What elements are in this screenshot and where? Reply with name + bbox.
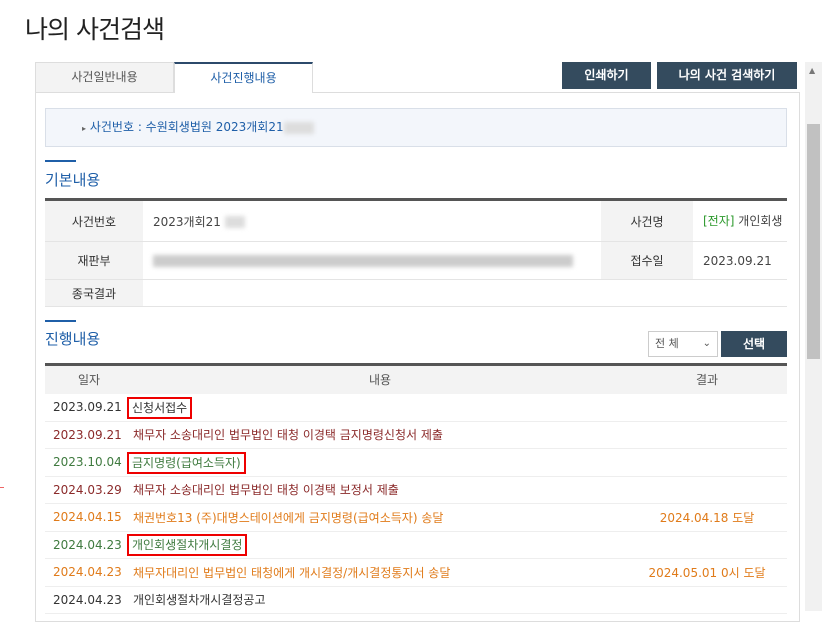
result-label: 종국결과 xyxy=(45,279,143,307)
col-content: 내용 xyxy=(133,364,627,394)
table-row: 2023.10.04 금지명령(급여소득자) xyxy=(45,448,787,477)
scrollbar[interactable]: ▲ xyxy=(805,62,822,611)
row-date: 2024.03.29 xyxy=(45,476,133,504)
table-row: 2024.03.29 채무자 소송대리인 법무법인 태청 이경택 보정서 제출 xyxy=(45,476,787,504)
case-name-value: [전자] 개인회생 xyxy=(693,199,787,242)
row-content-text: 채무자 소송대리인 법무법인 태청 이경택 금지명령신청서 제출 xyxy=(133,428,443,443)
row-date: 2024.04.15 xyxy=(45,503,133,532)
row-content-text: 채권번호13 (주)대명스테이션에게 금지명령(급여소득자) 송달 xyxy=(133,510,444,525)
edge-mark xyxy=(0,487,4,488)
tab-case-progress[interactable]: 사건진행내용 xyxy=(174,62,313,93)
row-content-text: 신청서접수 xyxy=(126,396,193,419)
row-content-text: 금지명령(급여소득자) xyxy=(127,451,246,474)
result-value xyxy=(143,279,787,307)
row-result xyxy=(627,393,787,422)
case-no-value: 2023개회21 xyxy=(153,214,221,229)
section-divider xyxy=(45,320,76,322)
filter-select[interactable]: 전 체 ⌄ xyxy=(648,331,718,357)
received-label: 접수일 xyxy=(601,241,693,280)
case-number-banner: ▸ 사건번호 : 수원회생법원 2023개회21 xyxy=(45,108,787,147)
basic-info-table: 사건번호 2023개회21 사건명 [전자] 개인회생 재판부 접수일 2023… xyxy=(45,198,787,307)
table-row: 2023.09.21 신청서접수 xyxy=(45,393,787,422)
row-result: 2024.05.01 0시 도달 xyxy=(627,558,787,587)
filter-value: 전 체 xyxy=(655,337,679,350)
table-row: 2024.04.23 개인회생절차개시결정공고 xyxy=(45,586,787,614)
row-result xyxy=(627,476,787,504)
redacted xyxy=(283,121,314,134)
scroll-up-icon[interactable]: ▲ xyxy=(809,66,816,75)
row-content: 개인회생절차개시결정공고 xyxy=(133,586,627,614)
row-date: 2024.04.23 xyxy=(45,531,133,559)
case-banner-text: 사건번호 : 수원회생법원 2023개회21 xyxy=(89,120,284,134)
row-content: 금지명령(급여소득자) xyxy=(127,448,627,477)
content-panel: ▸ 사건번호 : 수원회생법원 2023개회21 기본내용 사건번호 2023개… xyxy=(35,92,800,622)
row-content: 채무자 소송대리인 법무법인 태청 이경택 금지명령신청서 제출 xyxy=(133,421,627,449)
received-value: 2023.09.21 xyxy=(693,241,787,280)
scrollbar-thumb[interactable] xyxy=(807,124,820,359)
row-result xyxy=(627,448,787,477)
row-date: 2024.04.23 xyxy=(45,586,133,614)
tab-case-general[interactable]: 사건일반내용 xyxy=(35,62,174,93)
basic-info-heading: 기본내용 xyxy=(45,171,101,189)
page-title: 나의 사건검색 xyxy=(25,15,165,44)
filter-apply-button[interactable]: 선택 xyxy=(721,331,787,357)
row-date: 2023.09.21 xyxy=(45,393,133,422)
case-name-text: 개인회생 xyxy=(738,213,783,228)
case-name-label: 사건명 xyxy=(601,199,693,242)
my-case-search-button[interactable]: 나의 사건 검색하기 xyxy=(657,62,797,89)
table-row: 2024.04.23 개인회생절차개시결정 xyxy=(45,531,787,559)
row-content-text: 채무자대리인 법무법인 태청에게 개시결정/개시결정통지서 송달 xyxy=(133,565,451,580)
table-row: 2023.09.21 채무자 소송대리인 법무법인 태청 이경택 금지명령신청서… xyxy=(45,421,787,449)
row-result xyxy=(627,586,787,614)
row-content-text: 채무자 소송대리인 법무법인 태청 이경택 보정서 제출 xyxy=(133,483,399,498)
tab-bar: 사건일반내용 사건진행내용 xyxy=(35,62,313,93)
redacted-panel xyxy=(153,255,573,267)
electronic-tag: [전자] xyxy=(703,213,735,228)
case-no-label: 사건번호 xyxy=(45,199,143,242)
row-content: 채권번호13 (주)대명스테이션에게 금지명령(급여소득자) 송달 xyxy=(133,503,627,532)
row-content: 채무자 소송대리인 법무법인 태청 이경택 보정서 제출 xyxy=(133,476,627,504)
row-date: 2023.10.04 xyxy=(45,448,133,477)
redacted xyxy=(224,216,245,228)
progress-heading: 진행내용 xyxy=(45,330,101,348)
row-content-text: 개인회생절차개시결정공고 xyxy=(133,593,266,608)
row-content: 개인회생절차개시결정 xyxy=(126,531,627,559)
row-result: 2024.04.18 도달 xyxy=(627,503,787,532)
col-date: 일자 xyxy=(45,364,133,394)
bullet-icon: ▸ xyxy=(82,124,87,133)
chevron-down-icon: ⌄ xyxy=(702,338,711,349)
section-divider xyxy=(45,160,76,162)
table-row: 2024.04.15 채권번호13 (주)대명스테이션에게 금지명령(급여소득자… xyxy=(45,503,787,532)
row-date: 2024.04.23 xyxy=(45,558,133,587)
row-date: 2023.09.21 xyxy=(45,421,133,449)
row-content-text: 개인회생절차개시결정 xyxy=(126,534,248,557)
row-content: 신청서접수 xyxy=(126,393,627,422)
table-row: 2024.04.23 채무자대리인 법무법인 태청에게 개시결정/개시결정통지서… xyxy=(45,558,787,587)
col-result: 결과 xyxy=(627,364,787,394)
print-button[interactable]: 인쇄하기 xyxy=(562,62,651,89)
panel-label: 재판부 xyxy=(45,241,143,280)
row-result xyxy=(627,531,787,559)
row-result xyxy=(627,421,787,449)
row-content: 채무자대리인 법무법인 태청에게 개시결정/개시결정통지서 송달 xyxy=(133,558,627,587)
progress-table: 일자 내용 결과 2023.09.21 신청서접수 2023.09.21 채무자… xyxy=(45,363,787,614)
